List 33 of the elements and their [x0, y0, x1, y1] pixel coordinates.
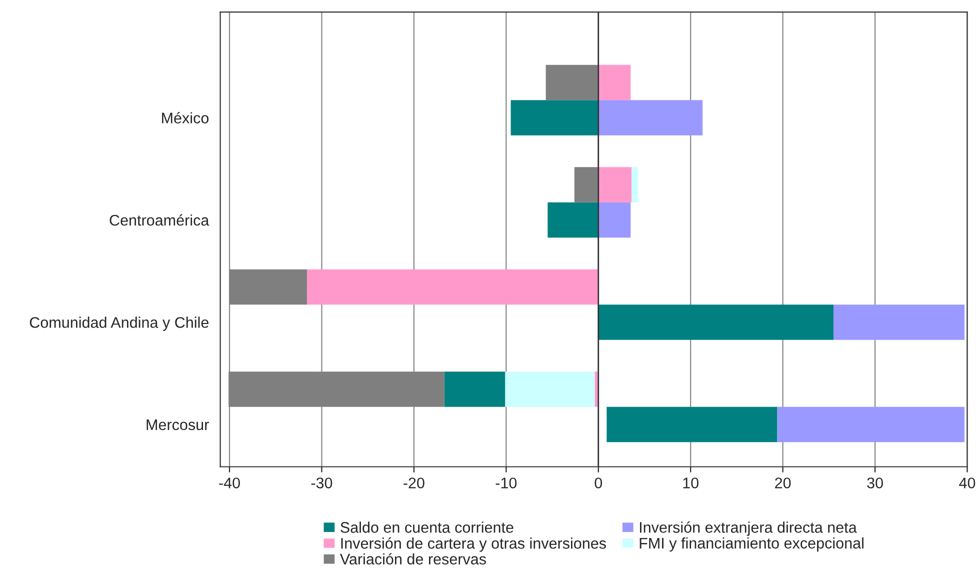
- y-tick-label: México: [162, 112, 209, 124]
- y-tick-label: Comunidad Andina y Chile: [30, 316, 208, 331]
- y-tick-label: Mercosur: [146, 419, 209, 430]
- bar: [598, 167, 632, 202]
- x-tick-label: 0: [594, 478, 602, 488]
- y-tick-label: Centroamérica: [110, 214, 210, 226]
- x-tick-label: 20: [775, 478, 791, 488]
- bar: [598, 100, 703, 136]
- bar: [548, 202, 598, 238]
- bar: [606, 406, 778, 442]
- x-tick-label: -30: [311, 478, 332, 488]
- bar: [546, 64, 598, 100]
- x-tick-label: -10: [496, 478, 517, 488]
- x-tick-label: 10: [683, 478, 698, 488]
- bar: [598, 304, 834, 340]
- legend-label: Saldo en cuenta corriente: [340, 522, 514, 533]
- legend-label: Variación de reservas: [340, 553, 486, 565]
- x-tick-label: 30: [867, 478, 883, 488]
- x-tick-label: -20: [404, 478, 424, 488]
- bar: [834, 304, 964, 340]
- bar: [598, 64, 631, 100]
- legend-label: FMI y financiamiento excepcional: [640, 537, 864, 552]
- bar: [632, 167, 638, 202]
- bar: [510, 100, 598, 136]
- x-tick-label: 40: [959, 478, 976, 488]
- bar: [505, 372, 595, 407]
- bar: [306, 269, 598, 305]
- legend-label: Inversión extranjera directa neta: [640, 521, 857, 536]
- x-tick-label: -40: [219, 478, 240, 488]
- legend-label: Inversión de cartera y otras inversiones: [341, 537, 606, 552]
- bar: [574, 167, 598, 202]
- bar: [777, 406, 964, 442]
- bar: [598, 202, 631, 238]
